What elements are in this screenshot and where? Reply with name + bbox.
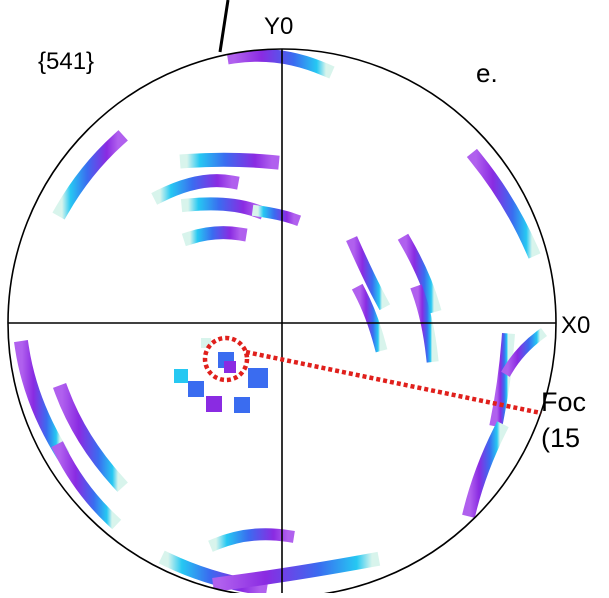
focus-label-line-2: (15 [541,423,581,453]
pole-blob [224,361,236,373]
pole-blob [174,369,188,383]
pole-blob [201,338,211,348]
pole-streak [251,204,302,227]
pole-streak [226,49,335,79]
pole-streak [410,284,439,363]
panel-label: e. [476,58,498,88]
pole-blob [188,381,204,397]
pole-streak [52,382,128,492]
pole-streak [397,233,442,314]
highlight-circle [202,335,250,383]
pole-streak [179,152,280,170]
pole-streak [208,528,295,552]
pole-blob [206,396,222,412]
pole-streak [14,340,70,460]
plane-family-label: {541} [38,48,95,75]
pole-streak [462,421,509,518]
pole-streak [489,333,515,428]
pole-streak [52,130,128,220]
pole-streak [151,174,240,205]
y-axis-label: Y0 [264,13,294,40]
pole-streak [501,327,548,377]
pole-blob [234,397,250,413]
pole-streak [346,236,391,311]
pointer-line [218,0,230,53]
pole-streak [466,148,541,259]
pole-blob [248,368,268,388]
highlight-leader-line [245,349,542,416]
pole-streak [181,226,248,247]
x-axis-label: X0 [561,312,591,339]
pole-streak [51,441,122,530]
pole-streak [212,551,381,592]
focus-label-line-1: Foc [541,387,587,417]
pole-streak [351,283,388,353]
pole-streak [180,197,266,220]
pole-streaks [14,49,548,597]
